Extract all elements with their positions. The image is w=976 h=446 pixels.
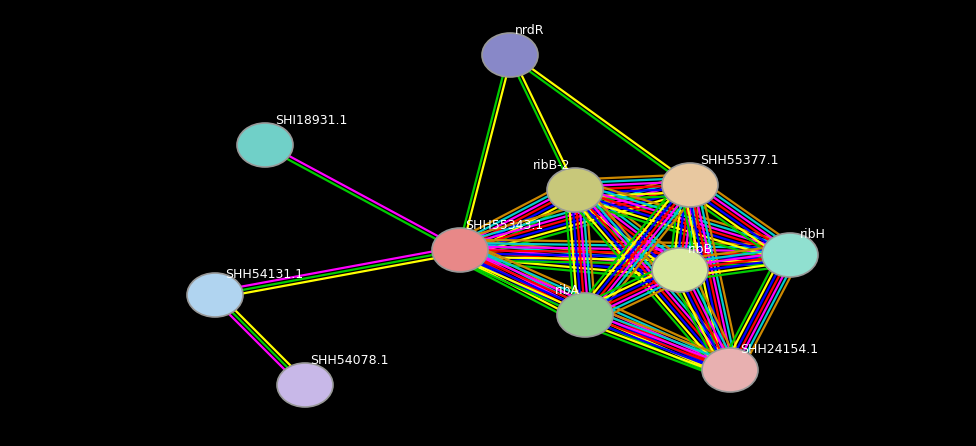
Text: ribB-2: ribB-2: [533, 159, 570, 172]
Ellipse shape: [482, 33, 538, 77]
Text: SHH54078.1: SHH54078.1: [310, 354, 388, 367]
Text: ribB: ribB: [688, 243, 713, 256]
Text: SHH24154.1: SHH24154.1: [740, 343, 818, 356]
Ellipse shape: [762, 233, 818, 277]
Text: ribH: ribH: [800, 228, 826, 241]
Ellipse shape: [187, 273, 243, 317]
Text: ribA: ribA: [555, 284, 580, 297]
Text: nrdR: nrdR: [515, 24, 545, 37]
Text: SHH55343.1: SHH55343.1: [465, 219, 544, 232]
Ellipse shape: [652, 248, 708, 292]
Ellipse shape: [432, 228, 488, 272]
Ellipse shape: [662, 163, 718, 207]
Ellipse shape: [237, 123, 293, 167]
Ellipse shape: [547, 168, 603, 212]
Ellipse shape: [702, 348, 758, 392]
Text: SHH54131.1: SHH54131.1: [225, 268, 304, 281]
Ellipse shape: [557, 293, 613, 337]
Ellipse shape: [277, 363, 333, 407]
Text: SHH55377.1: SHH55377.1: [700, 154, 779, 167]
Text: SHI18931.1: SHI18931.1: [275, 114, 347, 127]
